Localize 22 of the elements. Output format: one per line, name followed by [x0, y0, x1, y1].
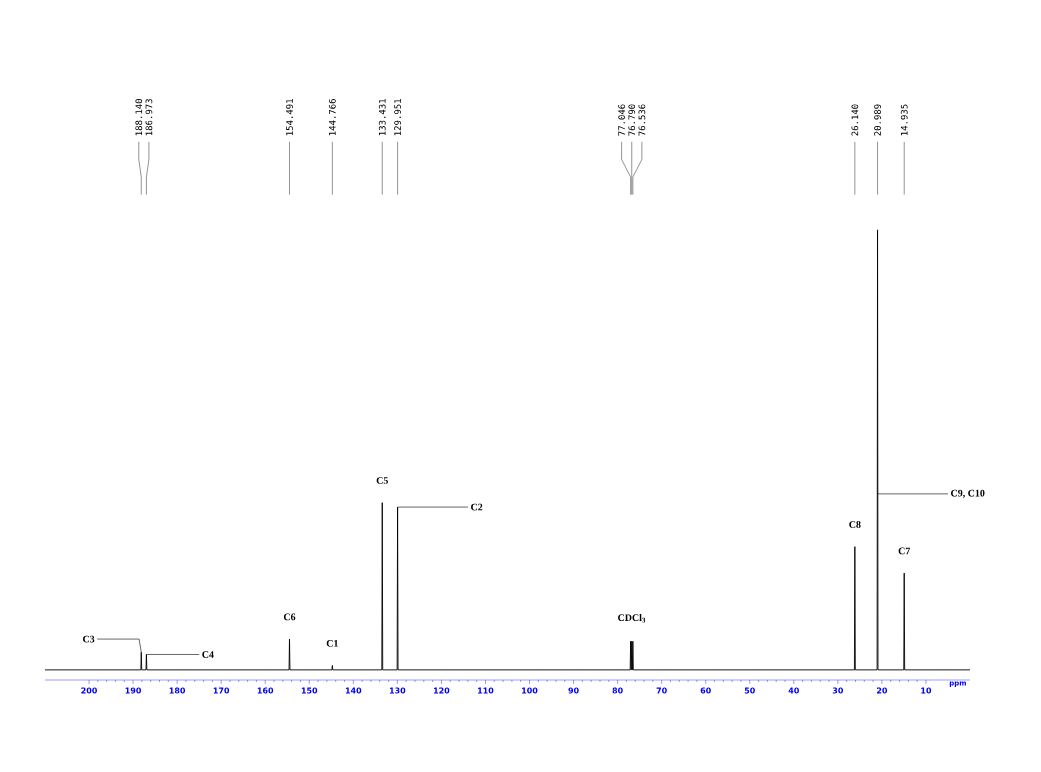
annotation: 129.951 — [394, 99, 401, 136]
annotation: 14.935 — [900, 104, 908, 136]
annotation: C4 — [202, 651, 214, 658]
annotation: 76.536 — [638, 104, 646, 136]
annotation: 144.766 — [328, 99, 336, 136]
annotation: 154.491 — [286, 99, 293, 136]
annotation: C1 — [326, 639, 338, 647]
annotation: 133.431 — [378, 99, 386, 136]
annotation: C9, C10 — [951, 489, 985, 498]
annotation: 188.140 — [135, 99, 143, 136]
annotation: C3 — [83, 635, 95, 643]
annotation: CDCl$_{3}$ — [618, 613, 646, 623]
annotation: 26.140 — [851, 104, 859, 136]
annotation: 77.046 — [618, 104, 626, 136]
annotation: 20.989 — [874, 104, 881, 136]
annotation: C8 — [849, 521, 861, 528]
annotation: 76.790 — [628, 104, 636, 136]
annotation: C7 — [898, 547, 911, 555]
annotation: C6 — [283, 613, 296, 621]
annotation: C2 — [471, 503, 483, 511]
annotation: 186.973 — [145, 99, 153, 136]
annotation: C5 — [376, 477, 388, 484]
